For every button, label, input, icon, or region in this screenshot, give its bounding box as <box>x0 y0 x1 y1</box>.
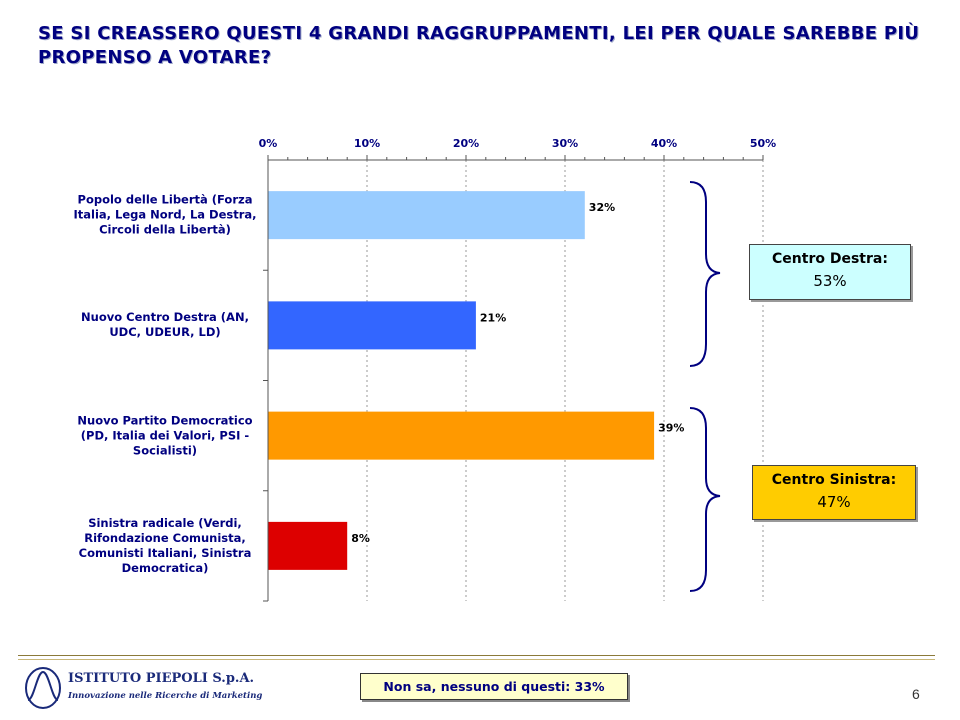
bar <box>268 521 348 570</box>
group-braces <box>689 181 721 592</box>
x-tick-label: 30% <box>552 137 578 150</box>
x-tick-label: 40% <box>651 137 677 150</box>
x-tick-label: 10% <box>354 137 380 150</box>
page-number: 6 <box>912 686 920 702</box>
logo-tagline: Innovazione nelle Ricerche di Marketing <box>68 691 263 701</box>
x-tick-label: 50% <box>750 137 776 150</box>
data-label: 8% <box>351 532 370 545</box>
data-labels: 32% 21% 39% 8% <box>351 201 684 545</box>
group-box-centro-sinistra: Centro Sinistra: 47% <box>752 465 916 520</box>
category-label: Popolo delle Libertà (Forza Italia, Lega… <box>73 192 257 237</box>
data-label: 21% <box>480 311 506 324</box>
logo: ISTITUTO PIEPOLI S.p.A. Innovazione nell… <box>24 664 264 714</box>
logo-mark-icon <box>25 667 61 709</box>
group-label: Centro Sinistra: <box>771 472 897 488</box>
data-label: 32% <box>589 201 615 214</box>
bar <box>268 191 585 240</box>
group-label: Centro Destra: <box>772 251 888 267</box>
note-box: Non sa, nessuno di questi: 33% <box>360 673 628 700</box>
page-title: SE SI CREASSERO QUESTI 4 GRANDI RAGGRUPP… <box>38 23 920 68</box>
x-axis: 0% 10% 20% 30% 40% 50% <box>259 137 776 602</box>
data-label: 39% <box>658 422 684 435</box>
bars <box>268 191 655 570</box>
category-label: Sinistra radicale (Verdi, Rifondazione C… <box>78 515 252 575</box>
group-value: 47% <box>817 493 851 511</box>
category-label: Nuovo Centro Destra (AN, UDC, UDEUR, LD) <box>81 310 249 340</box>
bar <box>268 301 476 350</box>
footer-divider-secondary <box>18 659 935 660</box>
brace-centro-destra <box>689 181 721 367</box>
x-tick-label: 20% <box>453 137 479 150</box>
category-label: Nuovo Partito Democratico (PD, Italia de… <box>77 413 253 458</box>
bar <box>268 411 655 460</box>
group-value: 53% <box>813 272 847 290</box>
brace-centro-sinistra <box>689 407 721 592</box>
logo-name: ISTITUTO PIEPOLI S.p.A. <box>68 671 255 686</box>
x-tick-label: 0% <box>259 137 278 150</box>
grid-lines <box>366 160 764 601</box>
footer-divider <box>18 655 935 656</box>
group-box-centro-destra: Centro Destra: 53% <box>749 244 911 300</box>
